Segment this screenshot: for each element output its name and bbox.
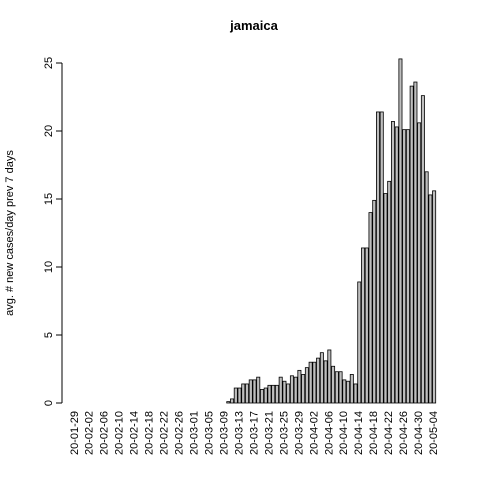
bar [417,122,422,404]
bar [361,247,365,404]
bar [334,371,339,404]
x-tick-label: 20-02-18 [144,411,156,455]
x-tick-label: 20-03-13 [233,411,245,455]
x-tick-label: 20-02-10 [114,411,126,455]
bar [379,111,384,404]
bar [338,371,343,404]
bar [297,369,302,404]
x-tick-label: 20-05-04 [428,411,440,455]
bar [405,129,410,404]
bar [245,383,249,404]
bar [323,360,328,404]
bar [226,401,231,404]
y-tick-label: 15 [43,193,55,205]
bar [263,387,268,404]
bar [432,190,437,404]
bar [327,349,332,404]
bar [390,121,395,404]
bar [319,352,324,404]
bar [278,376,283,404]
x-tick-label: 20-04-18 [368,411,380,455]
bar [312,361,317,404]
bar [308,361,313,404]
y-tick-label: 0 [43,400,55,406]
bar [241,383,246,404]
bar [289,375,294,404]
x-tick-label: 20-02-02 [84,411,96,455]
bar [286,383,291,404]
x-tick-label: 20-02-14 [129,411,141,455]
bar [402,129,407,404]
bar [420,95,425,404]
bar [256,376,261,404]
y-axis-label: avg. # new cases/day prev 7 days [4,150,16,316]
bar [409,85,414,404]
bar [424,171,429,404]
x-tick-label: 20-03-17 [248,411,260,455]
bar [282,380,287,404]
x-tick-label: 20-03-05 [203,411,215,455]
x-tick-label: 20-03-01 [189,411,201,455]
bar [233,387,238,404]
x-tick-label: 20-04-02 [308,411,320,455]
bar [230,398,235,404]
bar [293,376,298,404]
bar [342,379,347,404]
x-tick-label: 20-02-06 [99,411,111,455]
x-tick-label: 20-04-22 [383,411,395,455]
bar [248,379,253,404]
bar [271,384,276,404]
bar [331,365,336,404]
y-tick-label: 5 [43,332,55,338]
bar [349,374,354,404]
x-tick-label: 20-03-09 [218,411,230,455]
y-tick-label: 20 [43,125,55,137]
x-tick-label: 20-03-21 [263,411,275,455]
bar [376,111,380,404]
x-tick-label: 20-03-25 [278,411,290,455]
bar [357,281,362,404]
x-tick-label: 20-04-26 [398,411,410,455]
y-tick-label: 25 [43,57,55,69]
bar [398,58,403,404]
x-tick-label: 20-02-26 [174,411,186,455]
bar [260,388,264,404]
bar [394,126,399,404]
bar [301,374,306,404]
x-tick-label: 20-04-10 [338,411,350,455]
bar [267,384,272,404]
x-tick-label: 20-04-14 [353,411,365,455]
x-tick-label: 20-04-06 [323,411,335,455]
x-tick-label: 20-03-29 [293,411,305,455]
bar [383,193,388,404]
bar [368,212,373,404]
x-tick-label: 20-01-29 [69,411,81,455]
bar [346,380,351,404]
bar [372,199,377,404]
bar [428,194,433,404]
bar [316,357,321,404]
bar [237,387,242,404]
chart-title: jamaica [229,18,278,33]
bar [364,247,369,404]
y-tick-label: 10 [43,261,55,273]
x-tick-label: 20-04-30 [413,411,425,455]
x-tick-label: 20-02-22 [159,411,171,455]
bar [274,384,279,404]
bar [304,367,309,404]
bar [353,383,358,404]
bar [387,180,392,404]
bar [413,81,418,404]
bar [252,379,257,404]
